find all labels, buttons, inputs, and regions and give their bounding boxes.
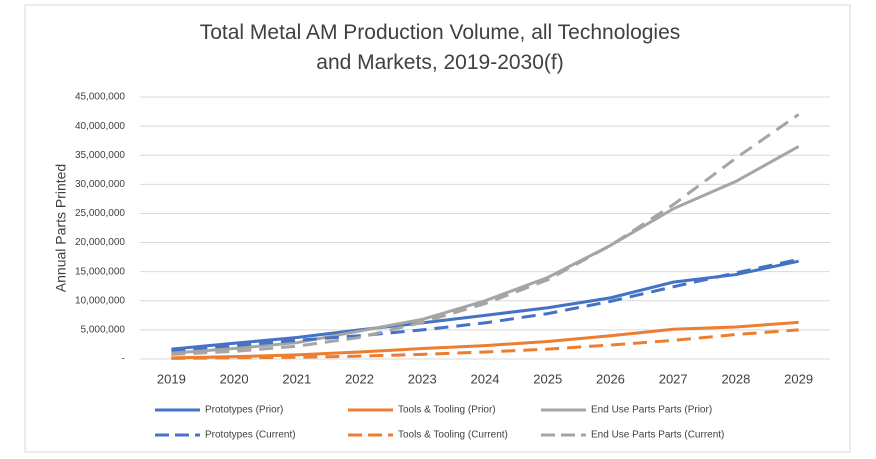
legend-label: End Use Parts Parts (Current) — [591, 430, 724, 441]
legend-label: Tools & Tooling (Current) — [398, 430, 508, 441]
x-tick-label: 2020 — [220, 371, 249, 386]
x-tick-label: 2019 — [157, 371, 186, 386]
x-tick-label: 2027 — [659, 371, 688, 386]
chart-border — [24, 4, 851, 453]
x-tick-label: 2021 — [282, 371, 311, 386]
legend-label: Prototypes (Current) — [205, 430, 296, 441]
series-line — [171, 113, 800, 356]
x-tick-label: 2028 — [721, 371, 750, 386]
y-tick-label: 45,000,000 — [75, 92, 125, 103]
x-tick-label: 2026 — [596, 371, 625, 386]
series-line — [171, 320, 799, 360]
x-tick-label: 2029 — [784, 371, 813, 386]
series-line — [171, 145, 800, 355]
series-line — [171, 259, 799, 351]
x-tick-label: 2025 — [533, 371, 562, 386]
y-tick-label: 15,000,000 — [75, 266, 125, 277]
y-tick-label: 30,000,000 — [75, 179, 125, 190]
y-tick-label: 40,000,000 — [75, 121, 125, 132]
series-line — [171, 257, 799, 352]
x-tick-label: 2022 — [345, 371, 374, 386]
y-tick-label: 20,000,000 — [75, 237, 125, 248]
y-tick-label: 35,000,000 — [75, 150, 125, 161]
y-tick-label: - — [122, 354, 125, 365]
y-tick-label: 5,000,000 — [81, 325, 126, 336]
x-tick-label: 2024 — [471, 371, 500, 386]
chart-title: Total Metal AM Production Volume, all Te… — [199, 21, 681, 74]
y-tick-label: 10,000,000 — [75, 295, 125, 306]
y-axis-label: Annual Parts Printed — [53, 164, 69, 292]
legend-label: Tools & Tooling (Prior) — [398, 405, 496, 416]
series-line — [171, 328, 799, 360]
y-tick-label: 25,000,000 — [75, 208, 125, 219]
legend-label: End Use Parts Parts (Prior) — [591, 405, 712, 416]
x-tick-label: 2023 — [408, 371, 437, 386]
legend-label: Prototypes (Prior) — [205, 405, 283, 416]
